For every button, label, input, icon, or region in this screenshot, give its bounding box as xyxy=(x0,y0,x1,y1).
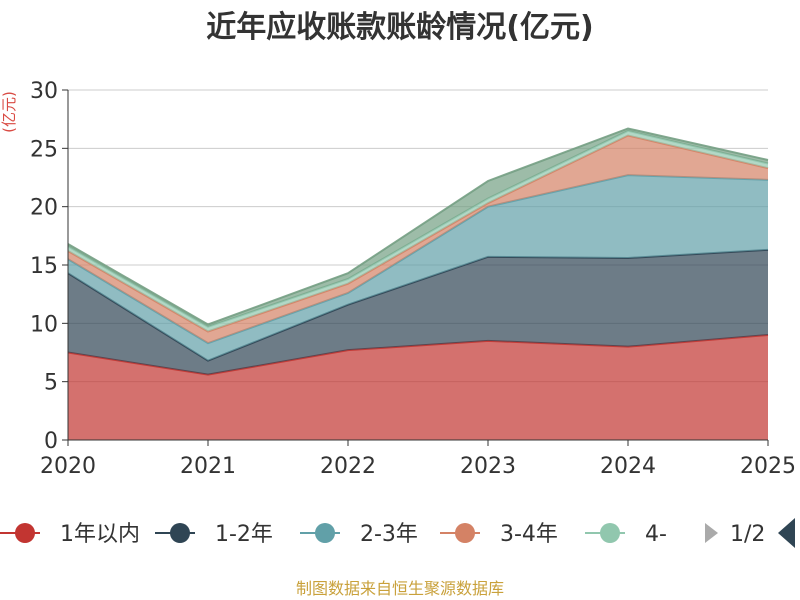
footer-source: 制图数据来自恒生聚源数据库 xyxy=(296,579,504,598)
x-tick-label: 2023 xyxy=(460,454,516,479)
legend-item-1[interactable]: 1-2年 xyxy=(155,522,273,547)
x-tick-label: 2021 xyxy=(180,454,236,479)
legend-marker xyxy=(15,523,35,543)
legend-item-4[interactable]: 4- xyxy=(585,522,667,547)
legend-marker xyxy=(455,523,475,543)
chart-title: 近年应收账款账龄情况(亿元) xyxy=(206,10,593,45)
y-tick-label: 25 xyxy=(30,137,58,162)
y-tick-label: 0 xyxy=(44,429,58,454)
x-tick-label: 2020 xyxy=(40,454,96,479)
y-tick-label: 10 xyxy=(30,312,58,337)
chevron-left-icon[interactable] xyxy=(705,523,718,543)
x-tick-label: 2022 xyxy=(320,454,376,479)
legend-label: 1年以内 xyxy=(60,522,140,547)
series-line-3 xyxy=(67,134,769,333)
legend-marker xyxy=(315,523,335,543)
legend-item-0[interactable]: 1年以内 xyxy=(0,522,140,547)
y-tick-label: 15 xyxy=(30,254,58,279)
legend-label: 4- xyxy=(645,522,667,547)
area-series-1 xyxy=(68,249,768,375)
legend-marker xyxy=(170,523,190,543)
legend: 1年以内 1-2年 2-3年 3-4年 4- 1/2 xyxy=(0,518,795,548)
area-series-4 xyxy=(68,130,768,332)
x-tick-label: 2024 xyxy=(600,454,656,479)
y-tick-label: 20 xyxy=(30,196,58,221)
series-line-2 xyxy=(67,174,769,345)
y-tick-label: 30 xyxy=(30,79,58,104)
y-tick-label: 5 xyxy=(44,371,58,396)
legend-label: 3-4年 xyxy=(500,522,558,547)
area-series-0 xyxy=(68,335,768,440)
legend-marker xyxy=(600,523,620,543)
legend-label: 1-2年 xyxy=(215,522,273,547)
y-axis-unit-label: (亿元) xyxy=(0,91,18,133)
legend-item-2[interactable]: 2-3年 xyxy=(300,522,418,547)
area-series-group xyxy=(67,127,769,440)
x-tick-label: 2025 xyxy=(740,454,796,479)
legend-label: 2-3年 xyxy=(360,522,418,547)
area-series-2 xyxy=(68,175,768,361)
series-line-5 xyxy=(67,127,769,326)
legend-item-3[interactable]: 3-4年 xyxy=(440,522,558,547)
chevron-right-icon[interactable] xyxy=(778,518,795,548)
legend-page-indicator: 1/2 xyxy=(730,522,765,547)
area-series-3 xyxy=(68,135,768,344)
